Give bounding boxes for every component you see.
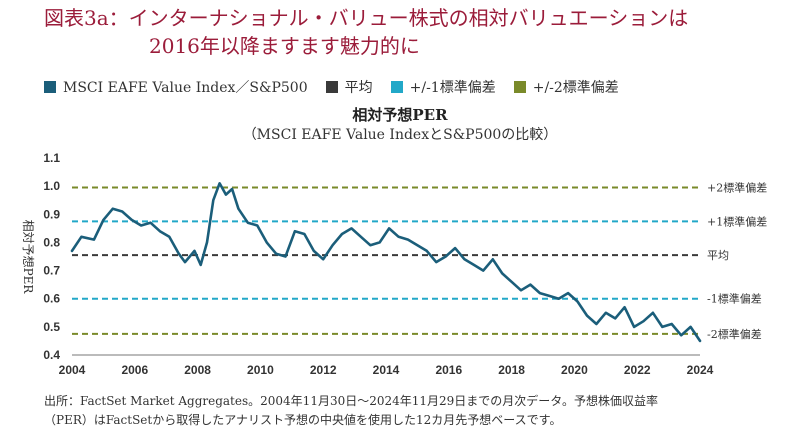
reference-line-label: +2標準偏差 (707, 181, 767, 195)
chart-title: 相対予想PER (352, 106, 448, 124)
y-tick-label: 0.7 (43, 264, 60, 278)
legend-item-2sd: +/-2標準偏差 (513, 77, 619, 97)
reference-line-label: +1標準偏差 (707, 214, 767, 228)
y-tick-label: 0.8 (43, 235, 60, 249)
chart-legend: MSCI EAFE Value Index／S&P500 平均 +/-1標準偏差… (44, 76, 619, 98)
x-tick-label: 2024 (687, 363, 714, 377)
series-line (70, 182, 702, 343)
x-tick-label: 2010 (247, 363, 274, 377)
reference-line-label: -2標準偏差 (707, 327, 762, 341)
source-line-2: （PER）はFactSetから取得したアナリスト予想の中央値を使用した12カ月先… (44, 413, 562, 427)
x-tick-label: 2012 (310, 363, 337, 377)
page-title: 図表3a：インターナショナル・バリュー株式の相対バリュエーションは 2016年以… (44, 4, 784, 60)
x-tick-label: 2008 (184, 363, 211, 377)
y-axis-label: 相対予想PER (21, 220, 36, 295)
legend-swatch-series (44, 81, 56, 93)
title-line-1: 図表3a：インターナショナル・バリュー株式の相対バリュエーションは (44, 6, 689, 30)
legend-swatch-mean (325, 81, 338, 93)
source-note: 出所：FactSet Market Aggregates。2004年11月30日… (44, 392, 784, 430)
legend-item-1sd: +/-1標準偏差 (390, 77, 496, 97)
legend-label-1sd: +/-1標準偏差 (409, 80, 496, 96)
y-tick-label: 0.5 (43, 320, 60, 334)
legend-label-2sd: +/-2標準偏差 (532, 80, 619, 96)
y-tick-label: 1.0 (43, 179, 60, 193)
source-line-1: 出所：FactSet Market Aggregates。2004年11月30日… (44, 394, 658, 408)
legend-label-mean: 平均 (344, 80, 373, 96)
chart-subtitle: （MSCI EAFE Value IndexとS&P500の比較） (242, 127, 558, 143)
legend-item-series: MSCI EAFE Value Index／S&P500 (44, 77, 308, 97)
x-tick-label: 2006 (121, 363, 148, 377)
legend-item-mean: 平均 (325, 77, 373, 97)
y-tick-label: 0.4 (43, 348, 60, 362)
title-line-2: 2016年以降ますます魅力的に (149, 34, 420, 58)
x-tick-label: 2004 (59, 363, 86, 377)
x-tick-label: 2018 (498, 363, 525, 377)
x-tick-label: 2022 (624, 363, 651, 377)
legend-label-series: MSCI EAFE Value Index／S&P500 (63, 80, 308, 96)
legend-swatch-1sd (390, 81, 403, 93)
reference-line-label: 平均 (707, 249, 729, 262)
x-tick-label: 2016 (435, 363, 462, 377)
y-tick-label: 0.6 (43, 292, 60, 306)
y-tick-label: 1.1 (43, 151, 60, 165)
legend-swatch-2sd (513, 81, 526, 93)
x-tick-label: 2020 (561, 363, 588, 377)
x-tick-label: 2014 (373, 363, 400, 377)
y-tick-label: 0.9 (43, 207, 60, 221)
reference-line-label: -1標準偏差 (707, 292, 762, 306)
